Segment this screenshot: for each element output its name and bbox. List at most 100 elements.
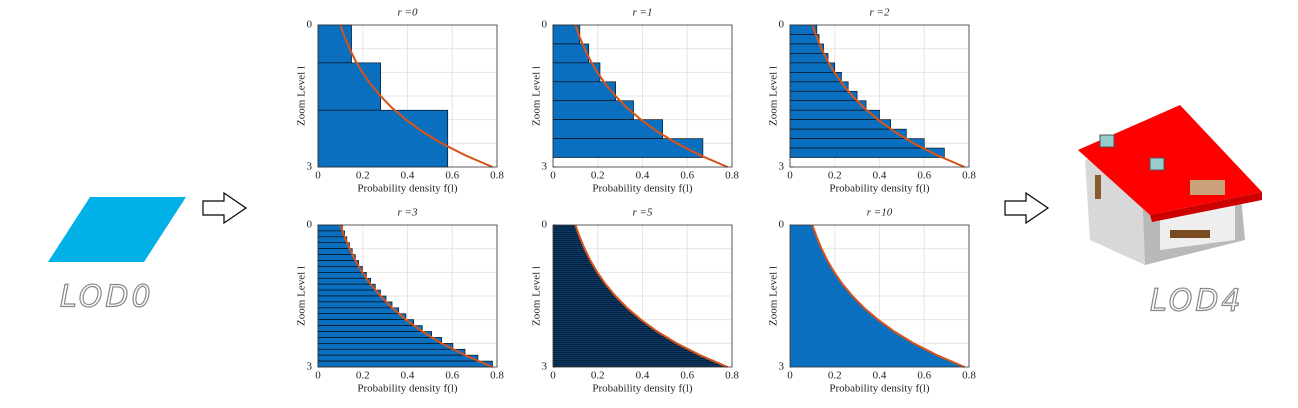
bar xyxy=(317,283,376,291)
y-tick-label: 0 xyxy=(542,219,548,231)
x-tick-label: 0 xyxy=(550,170,556,182)
y-axis-label: Zoom Level l xyxy=(296,266,308,326)
bar xyxy=(317,354,479,362)
x-tick-label: 0.2 xyxy=(591,370,605,382)
x-tick-label: 0.4 xyxy=(401,170,415,182)
x-tick-label: 0.4 xyxy=(873,170,887,182)
density-curve xyxy=(339,224,493,368)
x-tick-label: 0 xyxy=(315,170,321,182)
axes-box xyxy=(552,224,733,368)
y-axis-label: Zoom Level l xyxy=(531,66,543,126)
bar xyxy=(789,53,829,64)
lod0-label: LOD0 xyxy=(60,280,154,315)
chart-title: r =1 xyxy=(633,7,653,19)
x-tick-label: 0.6 xyxy=(680,170,694,182)
y-tick-label: 3 xyxy=(307,361,313,373)
bar xyxy=(317,109,449,168)
bar xyxy=(789,119,891,130)
bar xyxy=(789,62,836,73)
y-tick-label: 3 xyxy=(779,161,785,173)
x-tick-label: 0.2 xyxy=(828,370,842,382)
bar xyxy=(789,72,842,83)
x-tick-label: 0.6 xyxy=(917,370,931,382)
y-tick-label: 3 xyxy=(542,361,548,373)
bar xyxy=(317,325,423,332)
y-axis-label: Zoom Level l xyxy=(296,66,308,126)
chart-title: r =0 xyxy=(398,7,418,19)
chart-title: r =5 xyxy=(633,207,653,219)
bar xyxy=(552,138,704,158)
x-tick-label: 0.6 xyxy=(680,370,694,382)
y-tick-label: 0 xyxy=(307,19,313,31)
y-tick-label: 3 xyxy=(542,161,548,173)
bar xyxy=(789,34,820,45)
bar xyxy=(789,43,824,54)
area xyxy=(790,225,965,367)
bar xyxy=(789,109,880,120)
x-tick-label: 0.4 xyxy=(636,370,650,382)
x-axis-label: Probability density f(l) xyxy=(592,183,693,195)
y-axis-label: Zoom Level l xyxy=(768,66,780,126)
chart-title: r =3 xyxy=(398,207,418,219)
density-curve xyxy=(339,24,493,168)
bar xyxy=(317,266,363,273)
house xyxy=(1078,105,1262,265)
bar xyxy=(317,230,345,238)
x-tick-label: 0.8 xyxy=(962,370,976,382)
x-tick-label: 0.6 xyxy=(445,370,459,382)
x-tick-label: 0.2 xyxy=(591,170,605,182)
y-tick-label: 0 xyxy=(307,219,313,231)
bar xyxy=(317,295,387,303)
axes-box xyxy=(317,224,498,368)
bar xyxy=(317,242,350,249)
bar xyxy=(317,313,407,320)
x-tick-label: 0.8 xyxy=(725,370,739,382)
x-tick-label: 0.6 xyxy=(917,170,931,182)
density-curve xyxy=(811,224,965,368)
x-axis-label: Probability density f(l) xyxy=(357,383,458,395)
y-tick-label: 0 xyxy=(542,19,548,31)
bar xyxy=(317,331,432,338)
bar xyxy=(317,260,360,267)
lod0-plane xyxy=(48,197,186,262)
bar xyxy=(789,128,907,139)
arrow xyxy=(1004,191,1050,225)
bar xyxy=(317,348,466,356)
bar xyxy=(317,272,367,279)
bar xyxy=(317,236,348,244)
bar xyxy=(317,301,393,309)
x-tick-label: 0.4 xyxy=(401,370,415,382)
bar xyxy=(317,289,381,297)
bar xyxy=(317,307,400,315)
bar xyxy=(789,138,925,149)
x-axis-label: Probability density f(l) xyxy=(829,383,930,395)
bar xyxy=(317,254,356,261)
y-tick-label: 3 xyxy=(307,161,313,173)
bar xyxy=(789,100,867,111)
x-axis-label: Probability density f(l) xyxy=(592,383,693,395)
x-tick-label: 0.2 xyxy=(828,170,842,182)
axes-box xyxy=(552,24,733,168)
y-tick-label: 0 xyxy=(779,19,785,31)
chart-title: r =10 xyxy=(867,207,893,219)
bar xyxy=(552,100,634,120)
chart-title: r =2 xyxy=(870,7,890,19)
y-tick-label: 3 xyxy=(779,361,785,373)
x-tick-label: 0.8 xyxy=(725,170,739,182)
lod4-label: LOD4 xyxy=(1150,284,1244,319)
x-tick-label: 0.6 xyxy=(445,170,459,182)
x-tick-label: 0 xyxy=(550,370,556,382)
x-tick-label: 0 xyxy=(787,170,793,182)
bar xyxy=(789,147,945,158)
bar xyxy=(317,343,454,350)
y-axis-label: Zoom Level l xyxy=(768,266,780,326)
x-tick-label: 0.4 xyxy=(636,170,650,182)
x-tick-label: 0.8 xyxy=(490,370,504,382)
